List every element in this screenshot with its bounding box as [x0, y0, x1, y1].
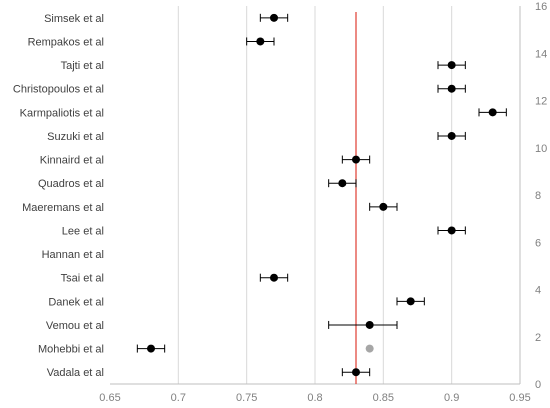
point — [447, 131, 456, 140]
x-tick-label: 0.75 — [236, 392, 257, 404]
study-marker — [437, 226, 466, 235]
x-tick-label: 0.7 — [171, 392, 186, 404]
study-marker — [437, 61, 466, 70]
study-label: Tsai et al — [61, 273, 104, 285]
study-label: Christopoulos et al — [13, 84, 104, 96]
study-marker — [396, 297, 425, 306]
point — [270, 13, 278, 22]
study-marker — [259, 273, 289, 282]
gray-point — [365, 344, 374, 353]
study-label: Vemou et al — [46, 320, 104, 332]
study-marker — [437, 84, 466, 93]
study-label: Danek et al — [48, 296, 104, 308]
study-label: Tajti et al — [61, 60, 104, 72]
study-label: Quadros et al — [38, 178, 104, 190]
point — [365, 320, 374, 329]
study-label: Karmpaliotis et al — [20, 107, 104, 119]
grid-lines — [177, 6, 521, 384]
study-label: Simsek et al — [44, 13, 104, 25]
study-label: Suzuki et al — [47, 131, 104, 143]
point — [447, 84, 456, 93]
study-marker — [136, 344, 166, 353]
study-marker — [246, 37, 275, 46]
point — [147, 344, 155, 353]
y-tick-label: 2 — [535, 332, 541, 344]
point — [256, 37, 265, 46]
study-label: Mohebbi et al — [38, 344, 104, 356]
study-label: Hannan et al — [42, 249, 104, 261]
x-tick-label: 0.95 — [509, 392, 530, 404]
y-tick-label: 16 — [535, 1, 547, 13]
y-tick-label: 8 — [535, 190, 541, 202]
study-marker — [328, 320, 398, 329]
x-tick-labels: 0.65 0.7 0.75 0.8 0.85 0.9 0.95 — [99, 392, 530, 404]
x-tick-label: 0.65 — [99, 392, 120, 404]
x-tick-label: 0.9 — [444, 392, 459, 404]
point — [352, 155, 360, 164]
y-tick-label: 12 — [535, 96, 547, 108]
y-tick-labels: 0 2 4 6 8 10 12 14 16 — [535, 1, 547, 391]
x-tick-label: 0.85 — [373, 392, 394, 404]
study-markers — [136, 13, 507, 377]
study-marker — [437, 131, 466, 140]
x-tick-label: 0.8 — [307, 392, 322, 404]
study-marker — [259, 13, 289, 22]
study-label: Rempakos et al — [28, 36, 104, 48]
study-marker — [341, 155, 371, 164]
study-label: Vadala et al — [47, 367, 104, 379]
y-tick-label: 4 — [535, 285, 541, 297]
y-tick-label: 0 — [535, 379, 541, 391]
study-labels: Simsek et al Rempakos et al Tajti et al Chr… — [13, 13, 104, 379]
study-marker — [341, 368, 371, 377]
point — [447, 226, 456, 235]
point — [338, 179, 347, 188]
study-label: Maeremans et al — [22, 202, 104, 214]
point — [352, 368, 360, 377]
study-marker — [369, 202, 398, 211]
y-tick-label: 6 — [535, 237, 541, 249]
study-marker — [328, 179, 357, 188]
point — [406, 297, 415, 306]
y-tick-label: 14 — [535, 48, 547, 60]
y-tick-label: 10 — [535, 143, 547, 155]
point — [379, 202, 388, 211]
point — [488, 108, 497, 117]
point — [270, 273, 278, 282]
study-label: Lee et al — [62, 225, 104, 237]
study-label: Kinnaird et al — [40, 155, 104, 167]
study-marker — [478, 108, 507, 117]
point — [447, 61, 456, 70]
